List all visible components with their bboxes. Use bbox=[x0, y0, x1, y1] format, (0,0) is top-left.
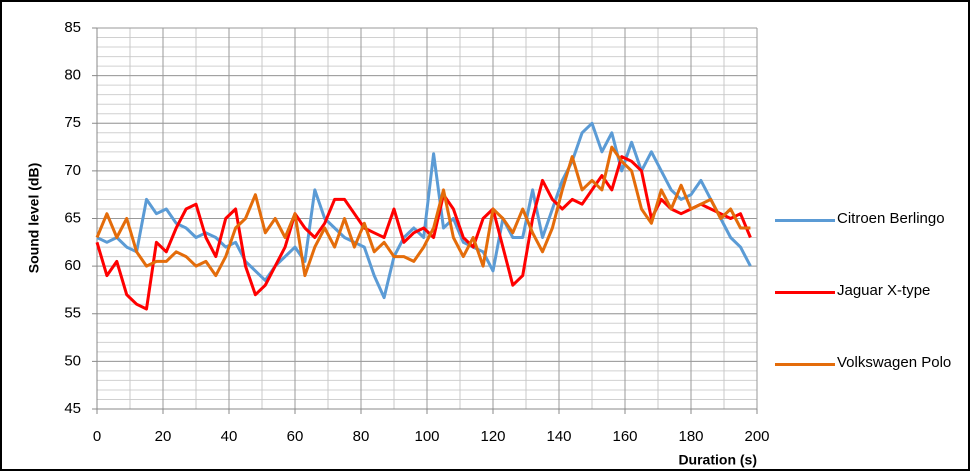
y-tick-label: 45 bbox=[64, 400, 81, 417]
x-tick-label: 160 bbox=[612, 428, 637, 445]
x-tick-label: 20 bbox=[155, 428, 172, 445]
x-tick-label: 100 bbox=[414, 428, 439, 445]
y-tick-label: 55 bbox=[64, 305, 81, 322]
legend-swatch bbox=[775, 291, 835, 294]
x-tick-label: 0 bbox=[93, 428, 101, 445]
y-tick-label: 85 bbox=[64, 19, 81, 36]
x-tick-label: 80 bbox=[353, 428, 370, 445]
x-tick-label: 180 bbox=[678, 428, 703, 445]
x-tick-label: 120 bbox=[480, 428, 505, 445]
x-tick-label: 40 bbox=[221, 428, 238, 445]
x-tick-label: 60 bbox=[287, 428, 304, 445]
y-axis-title: Sound level (dB) bbox=[26, 163, 42, 273]
series-line bbox=[95, 145, 751, 278]
legend-item: Volkswagen Polo bbox=[775, 352, 965, 424]
legend-label: Jaguar X-type bbox=[837, 282, 931, 299]
legend: Citroen Berlingo Jaguar X-type Volkswagen … bbox=[775, 208, 965, 424]
legend-label: Volkswagen Polo bbox=[837, 354, 952, 371]
legend-swatch bbox=[775, 219, 835, 222]
y-tick-label: 65 bbox=[64, 209, 81, 226]
legend-swatch bbox=[775, 363, 835, 366]
legend-label: Citroen Berlingo bbox=[837, 210, 945, 227]
y-tick-label: 70 bbox=[64, 162, 81, 179]
series-line bbox=[95, 155, 752, 311]
x-tick-label: 140 bbox=[546, 428, 571, 445]
y-tick-label: 60 bbox=[64, 257, 81, 274]
x-axis-title: Duration (s) bbox=[678, 452, 757, 468]
y-tick-label: 75 bbox=[64, 114, 81, 131]
x-tick-label: 200 bbox=[744, 428, 769, 445]
y-tick-label: 80 bbox=[64, 67, 81, 84]
legend-item: Citroen Berlingo bbox=[775, 208, 965, 280]
y-tick-label: 50 bbox=[64, 352, 81, 369]
legend-item: Jaguar X-type bbox=[775, 280, 965, 352]
